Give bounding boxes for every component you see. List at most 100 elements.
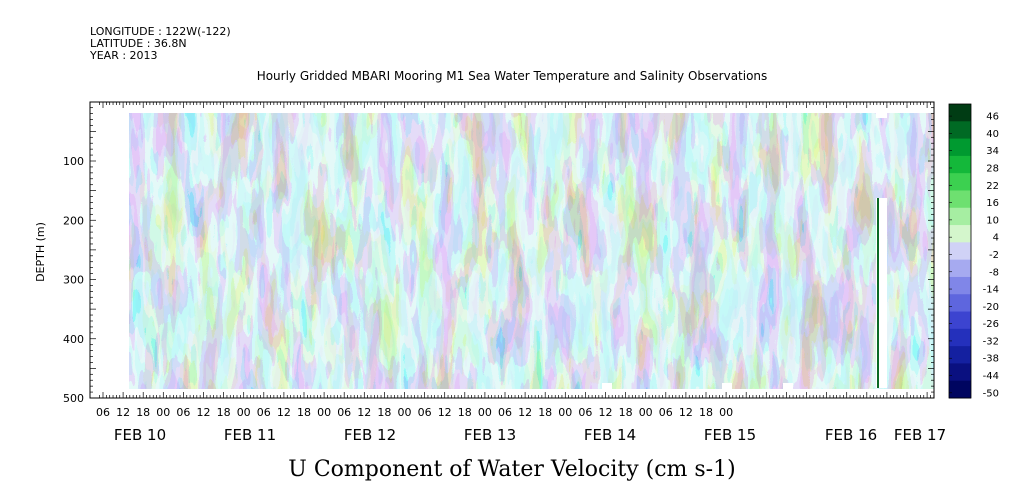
x-tick-label: 06 [337, 406, 351, 419]
colorbar-swatch [949, 207, 971, 226]
x-date-labels: FEB 10 FEB 11 FEB 12 FEB 13 FEB 14 FEB 15 FEB … [114, 426, 946, 444]
x-date-label: FEB 14 [584, 426, 636, 444]
y-tick-label: 200 [63, 214, 84, 227]
colorbar-label: 28 [986, 163, 999, 174]
colorbar-swatch [949, 104, 971, 122]
x-date-label: FEB 11 [224, 426, 276, 444]
x-tick-label: 00 [719, 406, 733, 419]
colorbar: 46 40 34 28 22 16 10 4 -2 -8 -14 -20 -26 -32 -38 -44 -50 [948, 103, 999, 399]
colorbar-swatch [949, 276, 971, 295]
velocity-field [129, 113, 934, 389]
x-date-label: FEB 17 [894, 426, 946, 444]
colorbar-swatch [949, 380, 971, 399]
colorbar-swatch [949, 363, 971, 382]
latitude-label: LATITUDE : 36.8N [90, 37, 187, 50]
colorbar-label: 10 [986, 215, 999, 226]
frame-ticks [90, 102, 935, 399]
y-tick-label: 400 [63, 333, 84, 346]
x-tick-label: 18 [538, 406, 552, 419]
colorbar-swatch [949, 173, 971, 191]
x-tick-label: 12 [679, 406, 693, 419]
colorbar-swatch [949, 121, 971, 140]
gap-bottom-1 [602, 383, 612, 389]
chart-title: Hourly Gridded MBARI Mooring M1 Sea Wate… [257, 69, 768, 83]
gap-bottom-3 [783, 383, 793, 389]
colorbar-swatch [949, 294, 971, 313]
x-date-label: FEB 13 [464, 426, 516, 444]
colorbar-swatch [949, 155, 971, 174]
x-tick-label: 18 [458, 406, 472, 419]
x-tick-label: 06 [498, 406, 512, 419]
colorbar-label: -38 [983, 354, 999, 365]
colorbar-swatch [949, 138, 971, 157]
colorbar-label: 34 [986, 146, 999, 157]
colorbar-swatch [949, 225, 971, 243]
x-tick-label: 12 [438, 406, 452, 419]
missing-data-top [876, 113, 887, 118]
missing-data-edge [877, 198, 879, 388]
y-tick-label: 500 [63, 392, 84, 405]
colorbar-label: 16 [986, 198, 999, 209]
colorbar-label: 22 [986, 181, 999, 192]
longitude-label: LONGITUDE : 122W(-122) [90, 25, 231, 38]
x-tick-label: 06 [578, 406, 592, 419]
colorbar-label: 4 [993, 233, 999, 244]
x-date-label: FEB 10 [114, 426, 166, 444]
colorbar-swatch [949, 259, 971, 278]
colorbar-swatch [949, 242, 971, 261]
x-tick-label: 12 [197, 406, 211, 419]
x-tick-label: 18 [377, 406, 391, 419]
x-tick-label: 06 [257, 406, 271, 419]
x-tick-label: 00 [156, 406, 170, 419]
y-tick-labels: 100 200 300 400 500 [63, 155, 84, 405]
x-tick-label: 12 [518, 406, 532, 419]
colorbar-label: 46 [986, 112, 999, 123]
missing-data-strip [876, 198, 887, 388]
colorbar-label: -26 [983, 319, 999, 330]
x-tick-label: 00 [317, 406, 331, 419]
x-tick-label: 00 [398, 406, 412, 419]
colorbar-swatch [949, 190, 971, 209]
x-tick-label: 00 [237, 406, 251, 419]
colorbar-swatch [949, 328, 971, 347]
x-tick-label: 18 [217, 406, 231, 419]
colorbar-label: -44 [983, 371, 999, 382]
x-tick-label: 06 [96, 406, 110, 419]
x-tick-label: 18 [619, 406, 633, 419]
colorbar-swatch [949, 311, 971, 330]
x-tick-label: 06 [176, 406, 190, 419]
x-tick-label: 00 [639, 406, 653, 419]
colorbar-swatch [949, 346, 971, 364]
gap-bottom-2 [722, 383, 732, 389]
x-date-label: FEB 15 [704, 426, 756, 444]
x-tick-label: 18 [699, 406, 713, 419]
colorbar-label: -32 [983, 336, 999, 347]
x-tick-label: 12 [116, 406, 130, 419]
y-tick-label: 300 [63, 274, 84, 287]
x-tick-label: 12 [357, 406, 371, 419]
x-tick-label: 06 [418, 406, 432, 419]
colorbar-label: -50 [983, 388, 999, 399]
x-tick-label: 12 [599, 406, 613, 419]
colorbar-label: 40 [986, 129, 999, 140]
x-tick-label: 18 [297, 406, 311, 419]
colorbar-frame [948, 103, 972, 399]
y-tick-label: 100 [63, 155, 84, 168]
x-tick-label: 06 [659, 406, 673, 419]
year-label: YEAR : 2013 [89, 49, 158, 62]
x-tick-labels: 06 12 18 00 06 12 18 00 06 12 18 00 06 12 18 00 06 12 18 00… [96, 406, 733, 419]
x-tick-label: 00 [478, 406, 492, 419]
colorbar-label: -8 [989, 267, 999, 278]
x-tick-label: 18 [136, 406, 150, 419]
heatmap-fill [129, 113, 934, 389]
x-tick-label: 12 [277, 406, 291, 419]
x-tick-label: 00 [558, 406, 572, 419]
x-date-label: FEB 12 [344, 426, 396, 444]
colorbar-label: -14 [983, 285, 999, 296]
x-date-label: FEB 16 [825, 426, 877, 444]
colorbar-label: -20 [983, 302, 999, 313]
x-axis-label: U Component of Water Velocity (cm s-1) [288, 457, 735, 482]
y-axis-label: DEPTH (m) [34, 222, 47, 282]
colorbar-label: -2 [989, 250, 999, 261]
